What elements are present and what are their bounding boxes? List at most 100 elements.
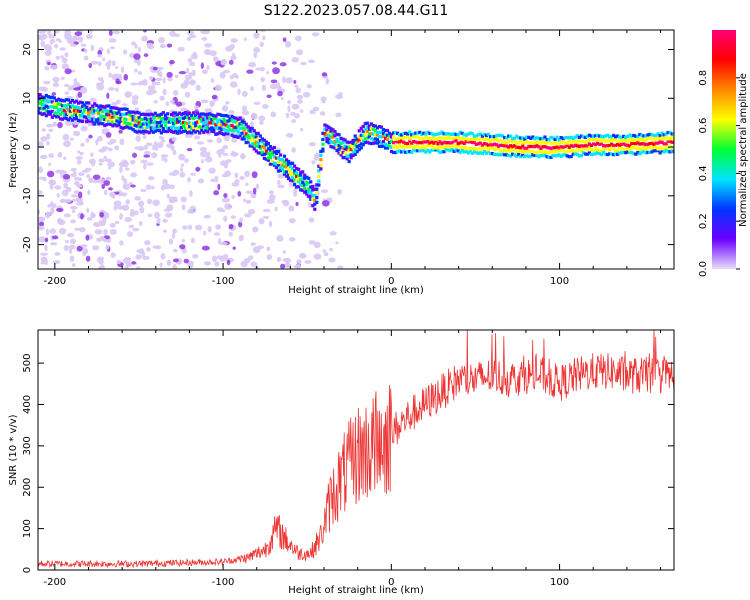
- spectrogram-noise-cell: [136, 60, 141, 67]
- spectrogram-ridge-cell: [345, 145, 349, 149]
- spectrogram-ridge-cell: [400, 150, 404, 154]
- spectrogram-ridge-cell: [111, 115, 115, 119]
- spectrogram-ridge-cell: [76, 118, 81, 123]
- spectrogram-ridge-cell: [571, 139, 575, 144]
- spectrogram-ridge-cell: [188, 111, 192, 116]
- spectrogram-ridge-cell: [208, 112, 212, 116]
- spectrogram-ridge-cell: [280, 158, 285, 162]
- spectrogram-ridge-cell: [646, 150, 650, 155]
- spectrogram-ridge-cell: [442, 145, 446, 150]
- spectrogram-noise-cell: [223, 215, 228, 222]
- spectrogram-ridge-cell: [571, 149, 575, 153]
- spectrogram-ridge-cell: [458, 130, 462, 134]
- spectrogram-noise-cell: [245, 199, 252, 204]
- spectrogram-ridge-cell: [646, 136, 650, 140]
- spectrogram-ridge-cell: [577, 139, 581, 143]
- spectrogram-ridge-cell: [171, 111, 176, 115]
- spectrogram-ridge-cell: [101, 105, 105, 109]
- spectrogram-noise-cell: [228, 110, 235, 114]
- spectrogram-ridge-cell: [389, 149, 394, 154]
- spectrogram-noise-cell: [258, 115, 266, 122]
- spectrogram-ridge-cell: [161, 129, 165, 133]
- spectrogram-ridge-cell: [541, 136, 545, 140]
- spectrogram-ridge-cell: [319, 153, 323, 158]
- spectrogram-ridge-cell: [367, 132, 371, 136]
- spectrogram-ridge-cell: [210, 129, 214, 133]
- spectrogram-ridge-cell: [509, 154, 513, 158]
- spectrogram-ridge-cell: [662, 150, 666, 154]
- spectrogram-noise-cell: [90, 60, 99, 65]
- spectrogram-ridge-cell: [472, 137, 476, 142]
- spectrogram-ridge-cell: [169, 113, 174, 117]
- spectrogram-ridge-cell: [634, 134, 638, 138]
- spectrogram-ridge-cell: [175, 120, 180, 124]
- spectrogram-ridge-cell: [256, 131, 260, 136]
- spectrogram-ridge-cell: [458, 141, 462, 145]
- spectrogram-ridge-cell: [632, 133, 636, 138]
- spectrogram-ridge-cell: [305, 192, 309, 196]
- spectrogram-ridge-cell: [626, 143, 630, 147]
- spectrogram-noise-cell: [64, 35, 68, 40]
- spectrogram-ridge-cell: [212, 127, 216, 131]
- spectrogram-ridge-cell: [202, 121, 206, 126]
- spectrogram-noise-cell: [67, 232, 75, 238]
- spectrogram-ridge-cell: [190, 131, 194, 135]
- spectrogram-noise-cell: [232, 73, 238, 78]
- spectrogram-ridge-cell: [293, 164, 297, 168]
- spectrogram-ridge-cell: [561, 136, 565, 141]
- spectrogram-ridge-cell: [345, 147, 349, 152]
- spectrogram-ridge-cell: [50, 100, 54, 104]
- spectrogram-ridge-cell: [527, 144, 531, 149]
- spectrogram-noise-cell: [48, 153, 54, 158]
- spectrogram-ridge-cell: [589, 148, 594, 152]
- spectrogram-ridge-cell: [276, 163, 281, 167]
- spectrogram-noise-cell: [114, 220, 120, 225]
- spectrogram-ridge-cell: [509, 138, 513, 142]
- spectrogram-ridge-cell: [650, 137, 654, 141]
- spectrogram-ridge-cell: [496, 139, 501, 143]
- spectrogram-ridge-cell: [490, 152, 495, 156]
- spectrogram-ridge-cell: [408, 149, 412, 154]
- spectrogram-noise-cell: [285, 77, 294, 84]
- spectrogram-ridge-cell: [175, 113, 180, 117]
- spectrogram-ridge-cell: [192, 125, 196, 130]
- spectrogram-noise-cell: [232, 246, 236, 250]
- spectrogram-xtick-label: 0: [388, 276, 394, 287]
- spectrogram-noise-cell: [321, 99, 326, 104]
- spectrogram-noise-cell: [215, 224, 222, 230]
- spectrogram-ridge-cell: [141, 126, 145, 130]
- spectrogram-ridge-cell: [379, 125, 384, 129]
- spectrogram-ridge-cell: [95, 103, 99, 108]
- spectrogram-noise-cell: [95, 237, 103, 242]
- spectrogram-ridge-cell: [196, 128, 200, 132]
- spectrogram-noise-cell: [109, 222, 116, 228]
- spectrogram-ridge-cell: [424, 150, 428, 154]
- spectrogram-noise-cell: [322, 249, 327, 253]
- spectrogram-ridge-cell: [517, 152, 521, 157]
- spectrogram-ridge-cell: [543, 150, 547, 154]
- spectrogram-ridge-cell: [230, 114, 234, 118]
- spectrogram-ridge-cell: [470, 146, 474, 150]
- spectrogram-noise-cell: [164, 212, 173, 218]
- spectrogram-ridge-cell: [432, 135, 436, 139]
- spectrogram-noise-cell: [255, 183, 260, 190]
- spectrogram-ridge-cell: [476, 147, 480, 151]
- spectrogram-noise-cell: [188, 72, 197, 77]
- spectrogram-noise-cell: [323, 251, 329, 257]
- spectrogram-ridge-cell: [466, 132, 470, 136]
- spectrogram-ridge-cell: [347, 154, 351, 158]
- spectrogram-ridge-cell: [212, 130, 216, 134]
- spectrogram-ridge-cell: [484, 145, 489, 149]
- spectrogram-ridge-cell: [587, 146, 591, 150]
- spectrogram-noise-cell: [237, 88, 241, 96]
- spectrogram-ridge-cell: [282, 172, 287, 176]
- spectrogram-ridge-cell: [438, 140, 442, 144]
- spectrogram-ridge-cell: [115, 111, 119, 116]
- spectrogram-noise-cell: [43, 80, 51, 85]
- spectrogram-ridge-cell: [325, 139, 329, 144]
- spectrogram-ridge-cell: [196, 120, 200, 124]
- spectrogram-noise-cell: [308, 217, 315, 223]
- spectrogram-ridge-cell: [299, 171, 303, 175]
- spectrogram-ridge-cell: [456, 149, 460, 153]
- spectrogram-ridge-cell: [424, 135, 428, 139]
